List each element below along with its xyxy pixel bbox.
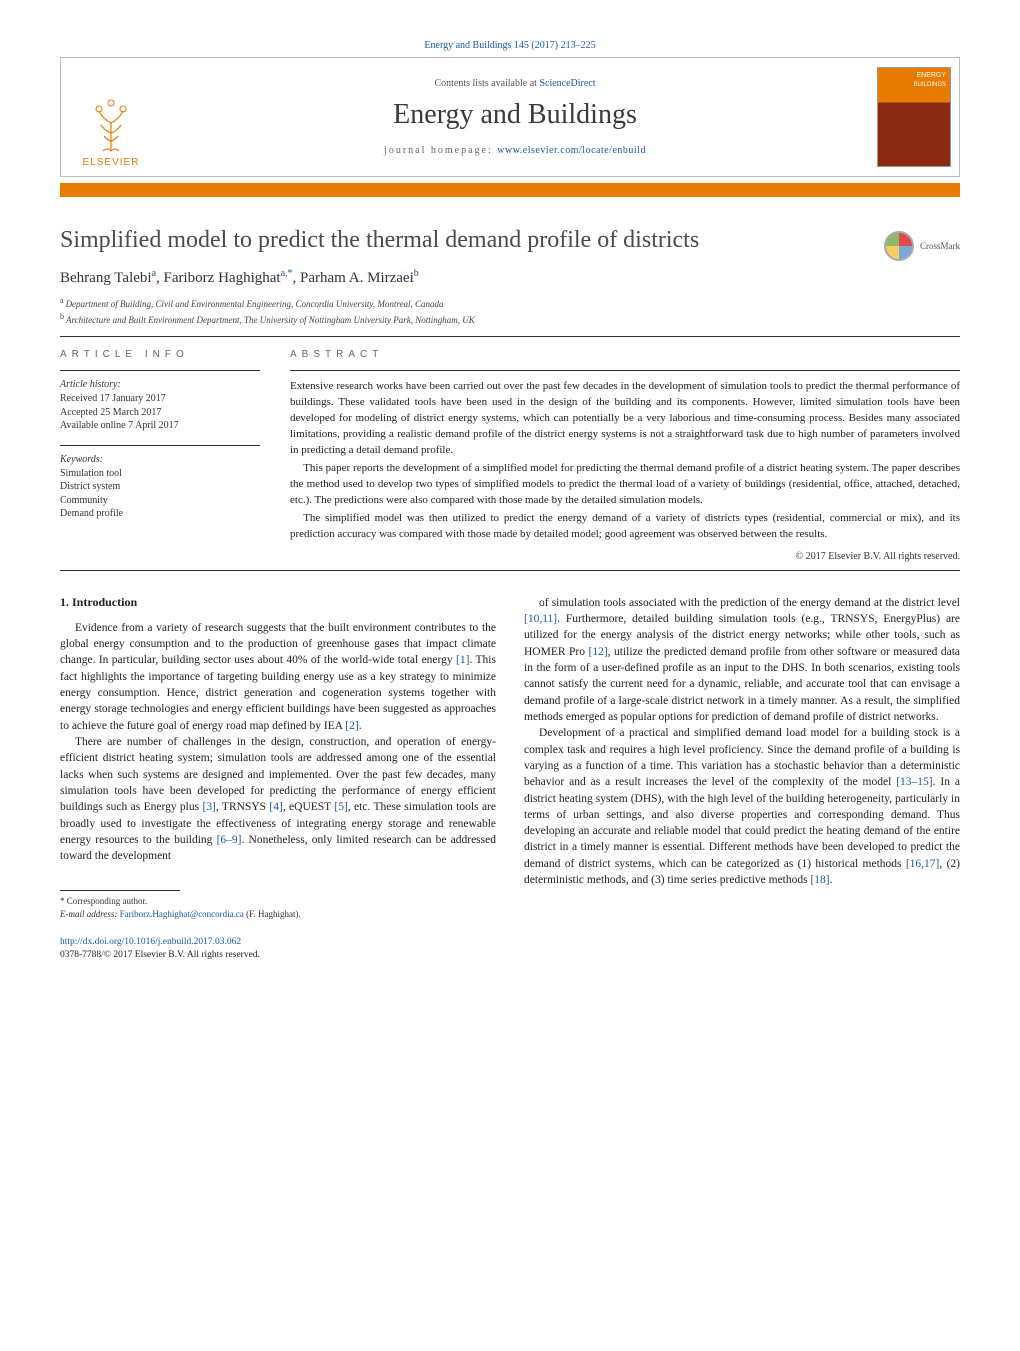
affiliation-line: a Department of Building, Civil and Envi… — [60, 295, 960, 311]
corresponding-email[interactable]: Fariborz.Haghighat@concordia.ca — [120, 909, 244, 919]
article-info-heading: article info — [60, 349, 260, 360]
citation-ref[interactable]: [12] — [589, 646, 608, 658]
divider — [60, 336, 960, 337]
affiliation-line: b Architecture and Built Environment Dep… — [60, 311, 960, 327]
body-paragraph: There are number of challenges in the de… — [60, 734, 496, 865]
citation-ref[interactable]: [18] — [810, 874, 829, 886]
divider — [60, 570, 960, 571]
abstract-paragraph: The simplified model was then utilized t… — [290, 511, 960, 543]
affiliations: a Department of Building, Civil and Envi… — [60, 295, 960, 326]
citation-ref[interactable]: [3] — [202, 801, 215, 813]
homepage-link[interactable]: www.elsevier.com/locate/enbuild — [497, 145, 646, 156]
author-affiliation-sup: b — [414, 268, 419, 279]
journal-title: Energy and Buildings — [393, 99, 637, 131]
left-column: 1. Introduction Evidence from a variety … — [60, 595, 496, 963]
author-list: Behrang Talebia, Fariborz Haghighata,*, … — [60, 268, 960, 287]
crossmark-icon — [884, 231, 914, 261]
elsevier-tree-icon — [85, 93, 137, 153]
abstract-column: abstract Extensive research works have b… — [290, 349, 960, 561]
doi-link[interactable]: http://dx.doi.org/10.1016/j.enbuild.2017… — [60, 937, 241, 947]
publisher-name: ELSEVIER — [83, 157, 140, 168]
author: Behrang Talebi — [60, 270, 152, 286]
journal-cover — [869, 58, 959, 176]
publisher-logo: ELSEVIER — [61, 58, 161, 176]
copyright-line: © 2017 Elsevier B.V. All rights reserved… — [290, 551, 960, 562]
citation-ref[interactable]: [16,17] — [906, 858, 940, 870]
contents-available: Contents lists available at ScienceDirec… — [434, 78, 595, 89]
abstract-heading: abstract — [290, 349, 960, 360]
doi-block: http://dx.doi.org/10.1016/j.enbuild.2017… — [60, 936, 496, 963]
section-heading: 1. Introduction — [60, 595, 496, 610]
citation-ref[interactable]: [1] — [456, 654, 469, 666]
body-paragraph: Evidence from a variety of research sugg… — [60, 620, 496, 734]
history-label: Article history: — [60, 379, 260, 390]
body-paragraph: Development of a practical and simplifie… — [524, 725, 960, 888]
sciencedirect-link[interactable]: ScienceDirect — [539, 78, 595, 89]
issn-copyright: 0378-7788/© 2017 Elsevier B.V. All right… — [60, 950, 260, 960]
crossmark-badge[interactable]: CrossMark — [884, 231, 960, 261]
author-affiliation-sup: a — [152, 268, 156, 279]
journal-header: ELSEVIER Contents lists available at Sci… — [60, 57, 960, 177]
footnote-rule — [60, 890, 180, 891]
history-line: Accepted 25 March 2017 — [60, 406, 260, 420]
journal-homepage: journal homepage: www.elsevier.com/locat… — [384, 145, 646, 156]
body-two-column: 1. Introduction Evidence from a variety … — [60, 595, 960, 963]
corresponding-label: * Corresponding author. — [60, 895, 496, 907]
citation-ref[interactable]: [6–9] — [217, 834, 242, 846]
keyword: District system — [60, 480, 260, 494]
keyword: Simulation tool — [60, 467, 260, 481]
abstract-paragraph: Extensive research works have been carri… — [290, 379, 960, 459]
keyword: Demand profile — [60, 507, 260, 521]
history-line: Received 17 January 2017 — [60, 392, 260, 406]
keyword: Community — [60, 494, 260, 508]
citation-ref[interactable]: [2] — [345, 720, 358, 732]
corresponding-footnote: * Corresponding author. E-mail address: … — [60, 895, 496, 919]
abstract-paragraph: This paper reports the development of a … — [290, 461, 960, 509]
author: Parham A. Mirzaei — [300, 270, 414, 286]
email-author-name: (F. Haghighat). — [246, 909, 301, 919]
citation-ref[interactable]: [10,11] — [524, 613, 557, 625]
body-paragraph: of simulation tools associated with the … — [524, 595, 960, 726]
crossmark-label: CrossMark — [920, 241, 960, 251]
citation-line: Energy and Buildings 145 (2017) 213–225 — [60, 40, 960, 51]
article-info-column: article info Article history: Received 1… — [60, 349, 260, 561]
right-column: of simulation tools associated with the … — [524, 595, 960, 963]
citation-ref[interactable]: [4] — [269, 801, 282, 813]
author: Fariborz Haghighat — [164, 270, 281, 286]
author-affiliation-sup: a,* — [281, 268, 293, 279]
article-title: Simplified model to predict the thermal … — [60, 227, 864, 254]
history-line: Available online 7 April 2017 — [60, 419, 260, 433]
citation-ref[interactable]: [5] — [334, 801, 347, 813]
accent-bar — [60, 183, 960, 197]
citation-ref[interactable]: [13–15] — [896, 776, 932, 788]
cover-thumbnail — [877, 67, 951, 167]
email-label: E-mail address: — [60, 909, 117, 919]
keywords-label: Keywords: — [60, 454, 260, 465]
